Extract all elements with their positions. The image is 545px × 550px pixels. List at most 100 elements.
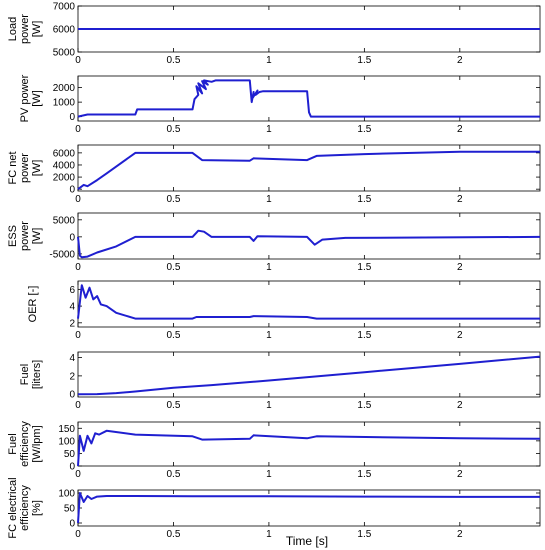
y-tick-label: 4000 — [53, 160, 76, 171]
y-tick-label: 0 — [69, 390, 75, 401]
x-tick-label: 1 — [266, 529, 272, 540]
x-tick-label: 0.5 — [167, 400, 181, 411]
y-tick-label: 4 — [69, 302, 75, 313]
x-tick-label: 1.5 — [357, 124, 371, 135]
y-axis-label-line: power — [19, 14, 31, 44]
x-tick-label: 0 — [75, 469, 81, 480]
y-tick-label: 50 — [64, 449, 76, 460]
y-axis-label-line: Fuel — [7, 433, 19, 454]
y-tick-label: 0 — [69, 112, 75, 123]
y-axis-label-line: [W/lpm] — [31, 425, 43, 462]
x-tick-label: 1.5 — [357, 262, 371, 273]
y-tick-label: 1000 — [53, 98, 76, 109]
y-tick-label: 2 — [69, 371, 75, 382]
x-tick-label: 0.5 — [167, 262, 181, 273]
x-tick-label: 0.5 — [167, 469, 181, 480]
x-tick-label: 0 — [75, 55, 81, 66]
y-axis-label-line: [liters] — [31, 360, 43, 389]
y-axis-label-line: [W] — [31, 21, 43, 38]
y-axis-label-line: Load — [7, 17, 19, 41]
x-tick-label: 1.5 — [357, 529, 371, 540]
y-tick-label: 150 — [58, 424, 75, 435]
x-tick-label: 2 — [457, 469, 463, 480]
y-tick-label: 6000 — [53, 148, 76, 159]
y-tick-label: 4 — [69, 353, 75, 364]
x-tick-label: 0 — [75, 262, 81, 273]
y-tick-label: 7000 — [53, 2, 76, 13]
y-axis-label-line: [W] — [31, 228, 43, 245]
y-tick-label: 2000 — [53, 83, 76, 94]
x-tick-label: 1.5 — [357, 400, 371, 411]
y-tick-label: 2 — [69, 318, 75, 329]
y-axis-label-line: power — [19, 221, 31, 251]
y-axis-label-line: efficiency — [19, 485, 31, 531]
x-tick-label: 2 — [457, 400, 463, 411]
x-tick-label: 0 — [75, 400, 81, 411]
x-tick-label: 0.5 — [167, 124, 181, 135]
y-tick-label: 0 — [69, 519, 75, 530]
x-axis-label: Time [s] — [286, 534, 328, 548]
x-tick-label: 1 — [266, 194, 272, 205]
y-tick-label: 6 — [69, 285, 75, 296]
x-tick-label: 1.5 — [357, 194, 371, 205]
y-tick-label: 5000 — [53, 215, 76, 226]
x-tick-label: 1 — [266, 262, 272, 273]
x-tick-label: 1.5 — [357, 330, 371, 341]
panel-1: 5000 6000 7000 0 0.5 1 1.5 2 Load power [W] — [7, 2, 541, 66]
x-tick-label: 0 — [75, 529, 81, 540]
series-line — [77, 355, 541, 396]
y-axis-label-line: PV power — [19, 74, 31, 122]
series-line — [77, 79, 540, 118]
y-tick-label: 0 — [69, 185, 75, 196]
x-tick-label: 1 — [266, 124, 272, 135]
x-tick-label: 2 — [457, 529, 463, 540]
x-tick-label: 1 — [266, 400, 272, 411]
panel-8: 0 50 100 0 0.5 1 1.5 2 FC electrical efficiency [%… — [7, 477, 541, 540]
y-axis-label-line: power — [19, 153, 31, 183]
x-tick-label: 2 — [457, 124, 463, 135]
x-tick-label: 2 — [457, 262, 463, 273]
x-tick-label: 0 — [75, 124, 81, 135]
series-line — [77, 284, 540, 320]
panel-2: 0 1000 2000 0 0.5 1 1.5 2 PV power [W] — [19, 74, 541, 135]
x-tick-label: 1.5 — [357, 469, 371, 480]
y-tick-label: 0 — [69, 232, 75, 243]
x-tick-label: 0.5 — [167, 194, 181, 205]
y-axis-label-line: FC electrical — [7, 477, 19, 538]
series-line — [77, 229, 541, 259]
y-axis-label-line: FC net — [7, 151, 19, 184]
y-axis-label-line: OER [-] — [27, 286, 39, 323]
y-tick-label: 0 — [69, 462, 75, 473]
y-axis-label-line: [W] — [31, 160, 43, 177]
panel-6: 0 2 4 0 0.5 1 1.5 2 Fuel [liters] — [19, 351, 541, 411]
axes-frame — [77, 280, 541, 328]
y-tick-label: 6000 — [53, 25, 76, 36]
x-tick-label: 0.5 — [167, 330, 181, 341]
x-tick-label: 0 — [75, 194, 81, 205]
y-tick-label: 100 — [58, 436, 75, 447]
y-axis-label-line: ESS — [7, 225, 19, 247]
y-axis-label-line: [W] — [31, 90, 43, 107]
y-tick-label: 50 — [64, 504, 76, 515]
axes-frame — [77, 421, 541, 467]
x-tick-label: 1 — [266, 330, 272, 341]
y-tick-label: 100 — [58, 489, 75, 500]
x-tick-label: 0.5 — [167, 55, 181, 66]
series-line — [77, 150, 540, 190]
x-tick-label: 1.5 — [357, 55, 371, 66]
x-tick-label: 2 — [457, 194, 463, 205]
y-axis-label-line: [%] — [31, 500, 43, 516]
x-tick-label: 1 — [266, 469, 272, 480]
y-axis-label-line: Fuel — [19, 364, 31, 385]
series-line — [77, 492, 540, 524]
x-tick-label: 2 — [457, 330, 463, 341]
panel-5: 2 4 6 0 0.5 1 1.5 2 OER [-] — [27, 280, 541, 341]
y-axis-label-line: efficiency — [19, 421, 31, 467]
x-tick-label: 2 — [457, 55, 463, 66]
series-line — [77, 429, 541, 467]
